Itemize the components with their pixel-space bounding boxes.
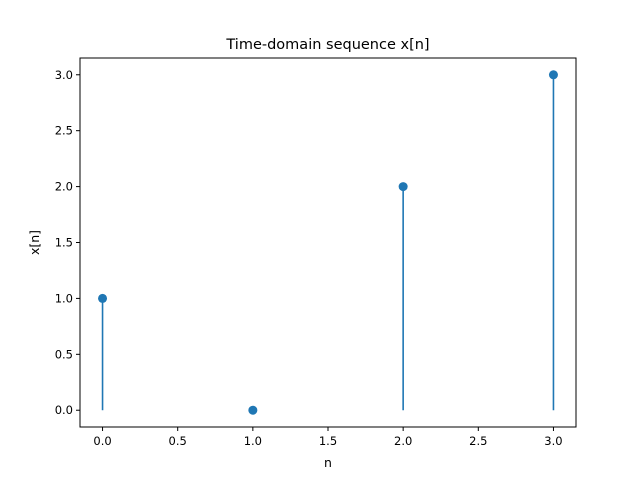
x-tick-label: 0.5 xyxy=(169,434,187,448)
x-tick-label: 1.0 xyxy=(244,434,262,448)
x-tick-label: 3.0 xyxy=(544,434,562,448)
x-tick-label: 1.5 xyxy=(319,434,337,448)
x-tick-label: 2.5 xyxy=(469,434,487,448)
stem-marker xyxy=(248,405,258,415)
x-axis-ticks: 0.0 0.5 1.0 1.5 2.0 2.5 3.0 xyxy=(93,427,563,448)
stem-marker xyxy=(398,182,408,192)
y-tick-label: 2.5 xyxy=(55,124,73,138)
x-tick-label: 0.0 xyxy=(93,434,111,448)
x-axis-label: n xyxy=(324,455,332,470)
x-tick-label: 2.0 xyxy=(394,434,412,448)
y-tick-label: 1.0 xyxy=(55,291,73,305)
y-tick-label: 1.5 xyxy=(55,236,73,250)
stem-series xyxy=(98,70,558,415)
y-tick-label: 0.0 xyxy=(55,403,73,417)
stem-marker xyxy=(98,293,108,303)
y-axis-ticks: 0.0 0.5 1.0 1.5 2.0 2.5 3.0 xyxy=(55,68,80,417)
y-tick-label: 0.5 xyxy=(55,347,73,361)
y-tick-label: 2.0 xyxy=(55,180,73,194)
y-axis-label: x[n] xyxy=(27,230,42,255)
chart-title: Time-domain sequence x[n] xyxy=(225,37,429,53)
plot-area-frame xyxy=(79,57,577,428)
stem-marker xyxy=(548,70,558,80)
y-tick-label: 3.0 xyxy=(55,68,73,82)
